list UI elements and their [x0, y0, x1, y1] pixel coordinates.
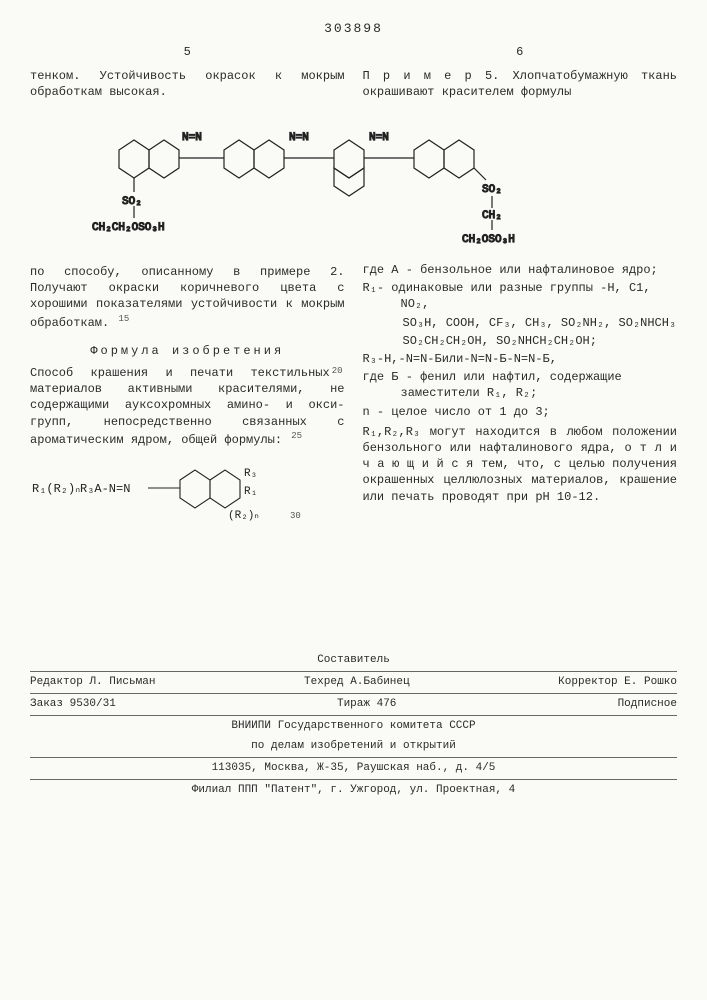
left-para-2: по способу, описанному в примере 2. Полу…	[30, 264, 345, 331]
svg-text:SO₂: SO₂	[122, 196, 142, 208]
chem-line-2: SO₂CH₂CH₂OH, SO₂NHCH₂CH₂OH;	[363, 333, 678, 349]
where-a: где A - бензольное или нафталиновое ядро…	[363, 262, 678, 278]
svg-text:R₁(R₂)ₙR₃A-N=N: R₁(R₂)ₙR₃A-N=N	[32, 482, 130, 496]
tirazh: Тираж 476	[337, 697, 396, 712]
left-para-1: тенком. Устойчивость окрасок к мокрым об…	[30, 68, 345, 100]
footer-addr2: Филиал ППП "Патент", г. Ужгород, ул. Про…	[30, 779, 677, 801]
editor: Редактор Л. Письман	[30, 675, 155, 690]
left-para-2-text: по способу, описанному в примере 2. Полу…	[30, 265, 345, 330]
svg-text:N=N: N=N	[369, 132, 389, 144]
right-column-top: П р и м е р 5. Хлопчатобумажную ткань ок…	[363, 64, 678, 104]
svg-text:N=N: N=N	[289, 132, 309, 144]
svg-text:CH₂CH₂OSO₃H: CH₂CH₂OSO₃H	[92, 222, 165, 234]
where-n: n - целое число от 1 до 3;	[363, 404, 678, 420]
section-title: Формула изобретения	[30, 343, 345, 359]
svg-text:30: 30	[290, 511, 301, 521]
left-column-body: по способу, описанному в примере 2. Полу…	[30, 260, 345, 530]
footer: Составитель Редактор Л. Письман Техред А…	[30, 650, 677, 801]
svg-text:N=N: N=N	[182, 132, 202, 144]
composer-label: Составитель	[30, 650, 677, 671]
tech: Техред А.Бабинец	[304, 675, 410, 690]
right-para-1: П р и м е р 5. Хлопчатобумажную ткань ок…	[363, 68, 678, 100]
where-b: где Б - фенил или нафтил, содержащие зам…	[363, 369, 678, 401]
order: Заказ 9530/31	[30, 697, 116, 712]
left-para-3: Способ крашения и печати текстильных мат…	[30, 365, 345, 448]
line-num-20: 20	[332, 365, 343, 377]
svg-text:(R₂)ₙ: (R₂)ₙ	[228, 510, 259, 522]
svg-text:R₃: R₃	[244, 468, 257, 480]
svg-text:CH₂OSO₃H: CH₂OSO₃H	[462, 234, 515, 246]
line-num-25: 25	[291, 431, 302, 441]
chem-line-1: SO₃H, COOH, CF₃, CH₃, SO₂NH₂, SO₂NHCH₃	[363, 315, 678, 331]
col-left-num: 5	[30, 44, 345, 60]
podpisnoe: Подписное	[618, 697, 677, 712]
where-r3: R₃-H,-N=N-Били-N=N-Б-N=N-Б,	[363, 351, 678, 367]
left-column: тенком. Устойчивость окрасок к мокрым об…	[30, 64, 345, 104]
line-num-15: 15	[118, 314, 129, 324]
footer-org2: по делам изобретений и открытий	[30, 736, 677, 757]
general-formula: R₁(R₂)ₙR₃A-N=N R₃ R₁ (R₂)ₙ 30	[30, 452, 345, 530]
col-right-num: 6	[363, 44, 678, 60]
main-chemical-structure: N=N N=N N=N SO₂ CH₂CH₂OSO₃H SO₂ CH₂ CH₂O…	[30, 110, 677, 250]
footer-org1: ВНИИПИ Государственного комитета СССР	[30, 715, 677, 737]
footer-credits: Редактор Л. Письман Техред А.Бабинец Кор…	[30, 671, 677, 693]
footer-order: Заказ 9530/31 Тираж 476 Подписное	[30, 693, 677, 715]
where-r123: R₁,R₂,R₃ могут находится в любом положен…	[363, 424, 678, 505]
footer-addr1: 113035, Москва, Ж-35, Раушская наб., д. …	[30, 757, 677, 779]
svg-text:R₁: R₁	[244, 486, 257, 498]
corrector: Корректор Е. Рошко	[558, 675, 677, 690]
svg-text:SO₂: SO₂	[482, 184, 502, 196]
where-r1: R₁- одинаковые или разные группы -H, C1,…	[363, 280, 678, 312]
right-column-body: где A - бензольное или нафталиновое ядро…	[363, 260, 678, 530]
patent-number: 303898	[30, 20, 677, 38]
